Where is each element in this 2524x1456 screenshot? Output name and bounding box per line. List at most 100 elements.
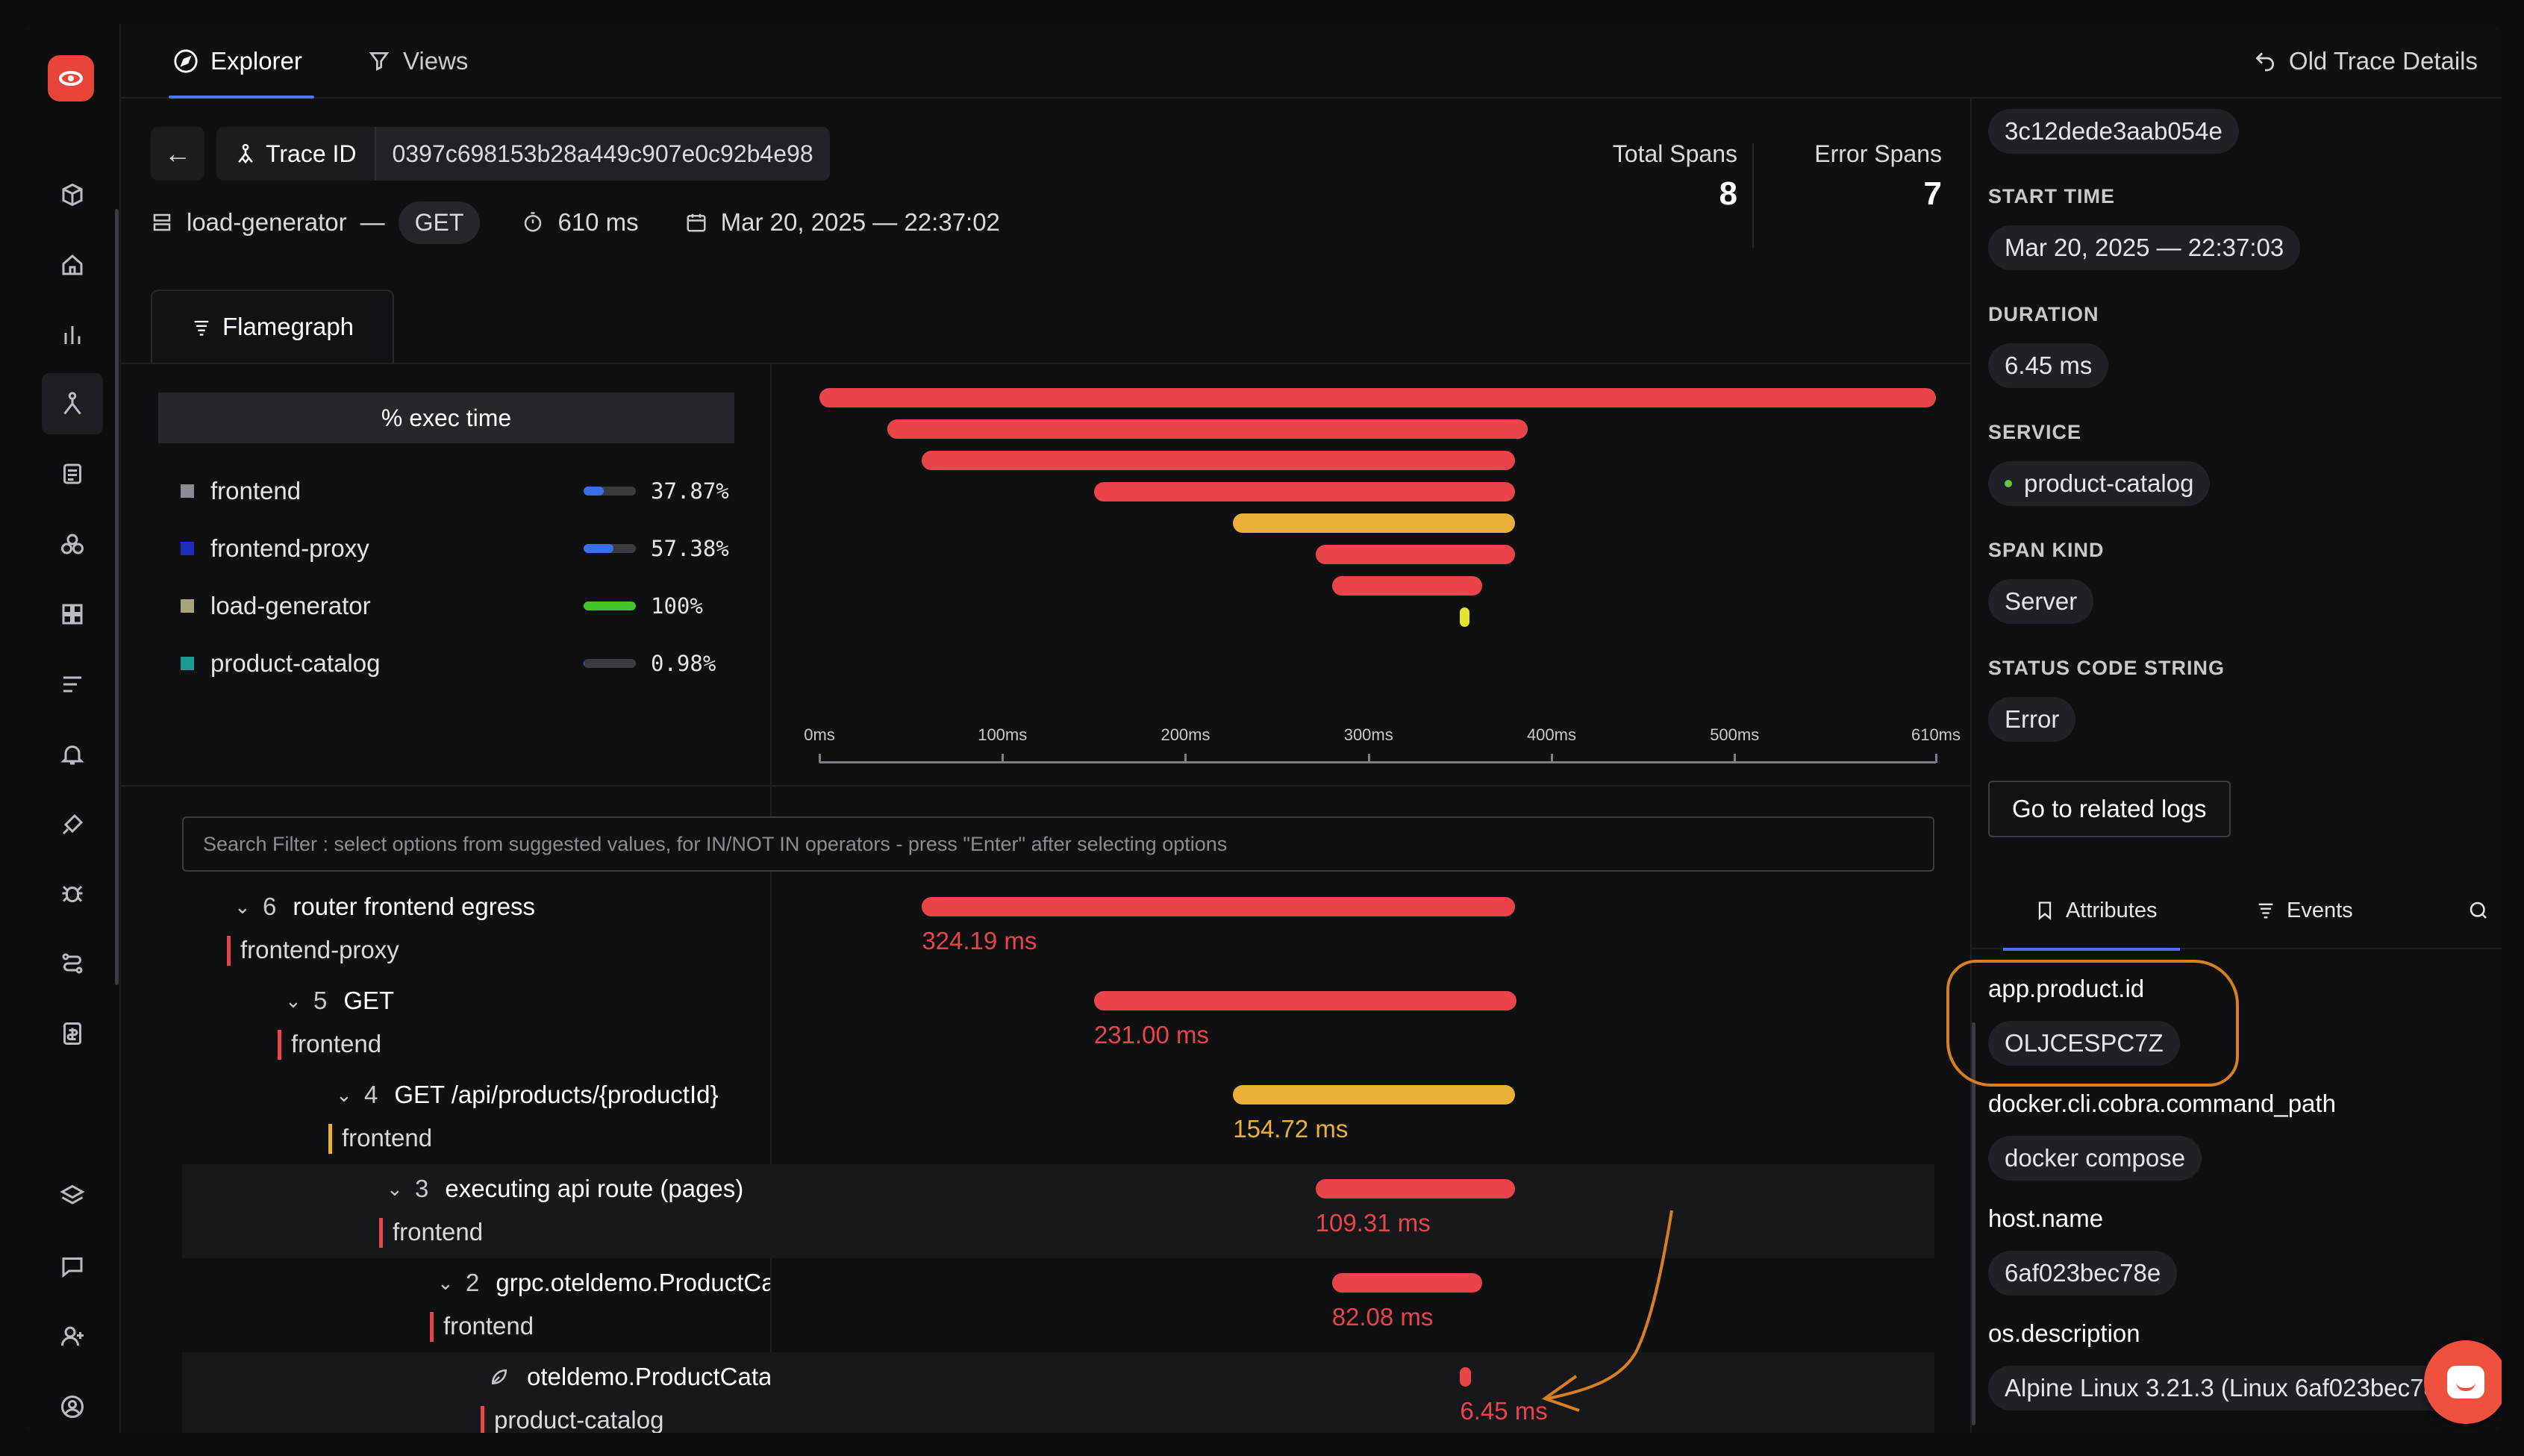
alerts-icon [60, 746, 84, 765]
start-time-label: START TIME [1988, 185, 2115, 207]
tab-flamegraph[interactable]: Flamegraph [151, 290, 394, 363]
sidebar-item-billing[interactable] [42, 1003, 103, 1064]
back-button[interactable]: ← [151, 127, 204, 181]
sidebar-item-user-settings[interactable] [42, 1376, 103, 1433]
trace-duration: 610 ms [557, 208, 639, 236]
status-code-value: Error [1988, 697, 2076, 742]
trace-id-value[interactable]: 0397c698153b28a449c907e0c92b4e98 [375, 127, 830, 181]
sidebar-item-home[interactable] [42, 234, 103, 296]
span-timeline-bar[interactable] [922, 897, 1515, 916]
exec-time-percent: 37.87% [651, 478, 729, 504]
span-name: oteldemo.ProductCatalogService [527, 1363, 770, 1390]
sidebar-item-pipelines[interactable] [42, 933, 103, 994]
sidebar-item-dashboards[interactable] [42, 584, 103, 645]
chevron-down-icon[interactable]: ⌄ [437, 1271, 454, 1294]
span-timeline-bar[interactable] [1093, 991, 1517, 1010]
tab-events[interactable]: Events [2255, 888, 2353, 933]
span-title: ⌄ 2 grpc.oteldemo.ProductCatalogService [437, 1264, 770, 1302]
flamegraph-bar[interactable] [1093, 482, 1515, 502]
attribute-value[interactable]: docker compose [1988, 1136, 2202, 1181]
flamegraph-bar[interactable] [1233, 513, 1515, 533]
attribute-key: docker.cli.cobra.command_path [1988, 1090, 2336, 1117]
sidebar-item-packages[interactable] [42, 164, 103, 225]
chevron-down-icon[interactable]: ⌄ [285, 989, 302, 1012]
service-row[interactable]: frontend-proxy 57.38% [158, 526, 734, 571]
sidebar-item-chat[interactable] [42, 1236, 103, 1297]
sidebar-item-logs[interactable] [42, 443, 103, 504]
active-tab-indicator [2003, 948, 2180, 951]
trace-start-time: Mar 20, 2025 — 22:37:02 [720, 208, 1000, 236]
sidebar-item-bug[interactable] [42, 863, 103, 924]
span-service: frontend [278, 1027, 381, 1061]
packages-icon [62, 183, 83, 207]
service-row[interactable]: frontend 37.87% [158, 469, 734, 513]
exec-time-bar [584, 544, 636, 553]
span-service-name: product-catalog [494, 1406, 664, 1433]
flamegraph-bar[interactable] [1315, 545, 1515, 564]
span-row[interactable]: ⌄ 2 grpc.oteldemo.ProductCatalogService fro… [182, 1258, 770, 1352]
flamegraph-bar[interactable] [1331, 576, 1482, 596]
attribute-value[interactable]: 6af023bec78e [1988, 1251, 2178, 1296]
sidebar-item-traces[interactable] [42, 373, 103, 434]
old-trace-details-link[interactable]: Old Trace Details [2253, 40, 2478, 82]
span-timeline-bar[interactable] [1460, 1367, 1472, 1387]
attribute-search-button[interactable] [2467, 888, 2490, 933]
child-count: 6 [263, 893, 277, 920]
sidebar-item-integrations[interactable] [42, 794, 103, 855]
span-row[interactable]: oteldemo.ProductCatalogService product-ca… [182, 1352, 770, 1433]
exec-time-percent: 0.98% [651, 651, 716, 676]
attribute-value[interactable]: OLJCESPC7Z [1988, 1021, 2180, 1066]
flamegraph-bar[interactable] [887, 419, 1528, 439]
span-service-name: frontend [342, 1124, 433, 1152]
span-search-input[interactable]: Search Filter : select options from sugg… [182, 816, 1934, 872]
divider [121, 363, 1970, 364]
span-row[interactable]: ⌄ 4 GET /api/products/{productId} frontend [182, 1070, 770, 1164]
trace-id-label-box: Trace ID [216, 127, 376, 181]
chat-support-button[interactable] [2424, 1340, 2502, 1424]
service-row[interactable]: load-generator 100% [158, 584, 734, 628]
attribute-value[interactable]: Alpine Linux 3.21.3 (Linux 6af023bec78e [1988, 1366, 2468, 1410]
tab-attributes-label: Attributes [2066, 898, 2158, 922]
span-kind-value: Server [1988, 579, 2094, 624]
x-axis-tick-label: 500ms [1710, 725, 1760, 744]
span-name: GET [343, 987, 395, 1014]
span-kind-label: SPAN KIND [1988, 539, 2105, 561]
sidebar-item-exceptions[interactable] [42, 513, 103, 575]
service-name: product-catalog [210, 649, 381, 677]
chevron-down-icon[interactable]: ⌄ [387, 1177, 403, 1200]
span-timeline-bar[interactable] [1331, 1273, 1482, 1293]
flamegraph-bar[interactable] [819, 388, 1936, 407]
dashboards-icon [62, 604, 83, 625]
signoz-logo[interactable] [48, 55, 94, 101]
service-label: SERVICE [1988, 421, 2082, 443]
sidebar-item-layers[interactable] [42, 1166, 103, 1227]
x-axis-tick [1734, 754, 1737, 763]
tab-attributes[interactable]: Attributes [2003, 888, 2180, 951]
span-row[interactable]: ⌄ 5 GET frontend [182, 976, 770, 1070]
chevron-down-icon[interactable]: ⌄ [234, 895, 251, 918]
span-name: executing api route (pages) [445, 1175, 744, 1202]
span-timeline-bar[interactable] [1233, 1085, 1515, 1105]
sidebar-scrollbar[interactable] [115, 209, 119, 985]
sidebar-item-invite-user[interactable] [42, 1306, 103, 1367]
span-timeline-bar[interactable] [1315, 1179, 1515, 1199]
chevron-down-icon[interactable]: ⌄ [336, 1083, 352, 1106]
error-spans-label: Error Spans [1814, 140, 1942, 167]
total-spans-label: Total Spans [1612, 140, 1737, 167]
tab-explorer[interactable]: Explorer [169, 40, 314, 99]
tab-events-label: Events [2287, 898, 2353, 922]
tab-views[interactable]: Views [367, 40, 468, 82]
attributes-scrollbar[interactable] [1972, 1022, 1975, 1425]
go-to-related-logs-button[interactable]: Go to related logs [1988, 781, 2231, 837]
annotation-highlight [1946, 960, 2239, 1087]
flamegraph-bar[interactable] [922, 451, 1515, 470]
flamegraph-bar[interactable] [1460, 607, 1469, 627]
sidebar-item-alerts[interactable] [42, 724, 103, 785]
sidebar-item-bar-chart[interactable] [42, 304, 103, 366]
sidebar-item-list[interactable] [42, 654, 103, 715]
span-row[interactable]: ⌄ 3 executing api route (pages) frontend [182, 1164, 770, 1258]
integrations-icon [62, 813, 84, 835]
span-row-highlight [182, 1352, 1934, 1433]
service-row[interactable]: product-catalog 0.98% [158, 641, 734, 686]
span-row[interactable]: ⌄ 6 router frontend egress frontend-proxy [182, 882, 770, 976]
